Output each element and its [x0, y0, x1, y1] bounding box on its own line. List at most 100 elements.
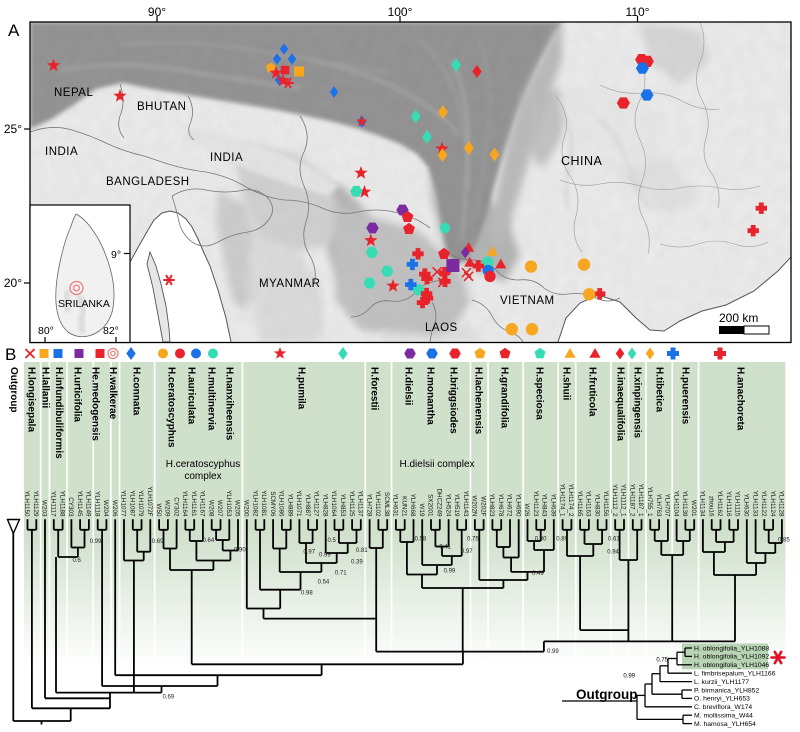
svg-text:YLH1112_1: YLH1112_1	[620, 484, 627, 517]
svg-text:0.81: 0.81	[356, 548, 368, 554]
svg-text:YLH1118: YLH1118	[93, 491, 100, 517]
svg-text:YLH1124: YLH1124	[769, 491, 776, 517]
svg-text:YLH1102: YLH1102	[374, 491, 381, 517]
svg-text:YLH1143: YLH1143	[462, 491, 469, 517]
svg-text:YLH1145: YLH1145	[76, 491, 83, 517]
svg-text:Outgroup: Outgroup	[8, 367, 19, 413]
svg-text:YLH1053: YLH1053	[225, 490, 232, 517]
svg-text:YLH1129: YLH1129	[32, 491, 39, 517]
svg-text:YLH630: YLH630	[743, 494, 750, 517]
svg-text:MYANMAR: MYANMAR	[259, 278, 320, 290]
svg-text:B: B	[5, 345, 16, 364]
svg-text:H.inaequalifolia: H.inaequalifolia	[614, 367, 625, 441]
svg-text:H.ceratoscyphus: H.ceratoscyphus	[165, 367, 176, 448]
svg-text:W204: W204	[102, 500, 109, 517]
svg-text:CY303: CY303	[67, 497, 74, 517]
svg-text:H.lallanii: H.lallanii	[39, 367, 50, 408]
svg-text:0.69: 0.69	[152, 539, 164, 545]
svg-text:0.99: 0.99	[547, 649, 559, 655]
svg-text:0.99: 0.99	[623, 673, 635, 679]
svg-text:YLH1112_2: YLH1112_2	[611, 484, 618, 517]
svg-text:YLH1150: YLH1150	[23, 491, 30, 517]
svg-text:YLH1071: YLH1071	[295, 490, 302, 517]
svg-text:200 km: 200 km	[719, 311, 758, 325]
svg-text:H.tibetica: H.tibetica	[653, 367, 664, 412]
svg-text:YLH1161: YLH1161	[190, 491, 197, 517]
svg-text:YLH728: YLH728	[365, 494, 372, 517]
svg-text:complex: complex	[184, 471, 221, 482]
svg-text:YLH1077: YLH1077	[120, 490, 127, 517]
svg-text:P. birmanica_YLH852: P. birmanica_YLH852	[694, 687, 759, 694]
svg-text:W26: W26	[523, 504, 530, 517]
svg-text:H.fruticola: H.fruticola	[586, 367, 597, 417]
svg-text:CHINA: CHINA	[561, 154, 603, 168]
svg-text:YLH763: YLH763	[655, 494, 662, 517]
svg-text:YLH1122: YLH1122	[760, 491, 767, 517]
svg-text:YLH1187_1: YLH1187_1	[637, 484, 644, 517]
svg-text:YLH1188: YLH1188	[58, 491, 65, 517]
svg-text:SCML38: SCML38	[383, 492, 390, 517]
svg-text:0.97: 0.97	[461, 549, 473, 555]
svg-text:0.98: 0.98	[301, 591, 313, 597]
svg-text:YLH1064: YLH1064	[330, 490, 337, 517]
svg-text:W206: W206	[111, 500, 118, 517]
svg-text:YLH755_1: YLH755_1	[646, 487, 653, 517]
svg-text:YLH1082: YLH1082	[251, 490, 258, 517]
svg-text:YLH1116: YLH1116	[725, 491, 732, 517]
svg-text:INDIA: INDIA	[45, 146, 78, 158]
svg-text:NEPAL: NEPAL	[54, 87, 93, 99]
svg-text:YLH1072F: YLH1072F	[146, 486, 153, 516]
svg-text:M. hamosa_YLH654: M. hamosa_YLH654	[694, 721, 756, 728]
svg-text:0.41: 0.41	[439, 545, 451, 551]
svg-text:YLH1127: YLH1127	[313, 491, 320, 517]
svg-text:W50: W50	[155, 504, 162, 517]
svg-text:W203: W203	[41, 500, 48, 517]
svg-text:YLH1123: YLH1123	[532, 491, 539, 517]
svg-text:BANGLADESH: BANGLADESH	[106, 176, 190, 188]
svg-text:H. oblongifolia_YLH1088: H. oblongifolia_YLH1088	[694, 645, 769, 652]
svg-text:H.forestii: H.forestii	[368, 367, 379, 411]
svg-text:0.39: 0.39	[351, 559, 363, 565]
svg-text:L. fimbrisepalum_YLH1166: L. fimbrisepalum_YLH1166	[694, 671, 776, 678]
svg-text:0.54: 0.54	[318, 580, 330, 586]
svg-text:YLH1079: YLH1079	[137, 490, 144, 517]
svg-text:A: A	[8, 21, 20, 40]
svg-text:H.xinpingensis: H.xinpingensis	[631, 367, 642, 439]
svg-text:H.longisepala: H.longisepala	[25, 367, 36, 432]
svg-text:SX2001: SX2001	[427, 494, 434, 517]
svg-text:YLH1162: YLH1162	[716, 491, 723, 517]
svg-text:YLH828: YLH828	[321, 494, 328, 517]
svg-text:0.90: 0.90	[234, 548, 246, 554]
svg-text:W207: W207	[216, 500, 223, 517]
svg-text:W209: W209	[164, 500, 171, 517]
svg-text:0.64: 0.64	[203, 538, 215, 544]
svg-text:SCMY06: SCMY06	[269, 491, 276, 517]
svg-text:YLH1174_2: YLH1174_2	[567, 484, 574, 517]
svg-text:H.shuii: H.shuii	[560, 367, 571, 401]
svg-text:H.grandifolia: H.grandifolia	[498, 367, 509, 429]
svg-text:YLH1128: YLH1128	[778, 491, 785, 517]
svg-text:YLH823: YLH823	[488, 494, 495, 517]
svg-text:H.dielsii: H.dielsii	[402, 367, 413, 406]
svg-text:H.lachenensis: H.lachenensis	[472, 367, 483, 435]
svg-text:VIETNAM: VIETNAM	[500, 295, 555, 307]
svg-text:H.infundibuliformis: H.infundibuliformis	[53, 367, 64, 459]
svg-text:0.49: 0.49	[532, 571, 544, 577]
svg-text:YLH519: YLH519	[453, 494, 460, 517]
svg-text:0.89: 0.89	[556, 537, 568, 543]
svg-text:YLH1137: YLH1137	[357, 491, 364, 517]
svg-text:H. oblongifolia_YLH1092: H. oblongifolia_YLH1092	[694, 654, 769, 661]
svg-text:YLH1087: YLH1087	[129, 490, 136, 517]
svg-text:0.61: 0.61	[608, 537, 620, 543]
svg-text:0.30: 0.30	[535, 537, 547, 543]
svg-text:H.connata: H.connata	[130, 367, 141, 416]
svg-text:LAOS: LAOS	[425, 322, 458, 334]
svg-text:100°: 100°	[388, 5, 413, 19]
svg-text:W208: W208	[207, 500, 214, 517]
svg-text:YLH889: YLH889	[286, 494, 293, 517]
svg-text:0.5: 0.5	[328, 538, 337, 544]
svg-text:H.briggsiodes: H.briggsiodes	[447, 367, 458, 434]
svg-text:YLH690: YLH690	[514, 494, 521, 517]
svg-text:BHUTAN: BHUTAN	[137, 101, 186, 113]
svg-text:YLH524: YLH524	[444, 494, 451, 517]
